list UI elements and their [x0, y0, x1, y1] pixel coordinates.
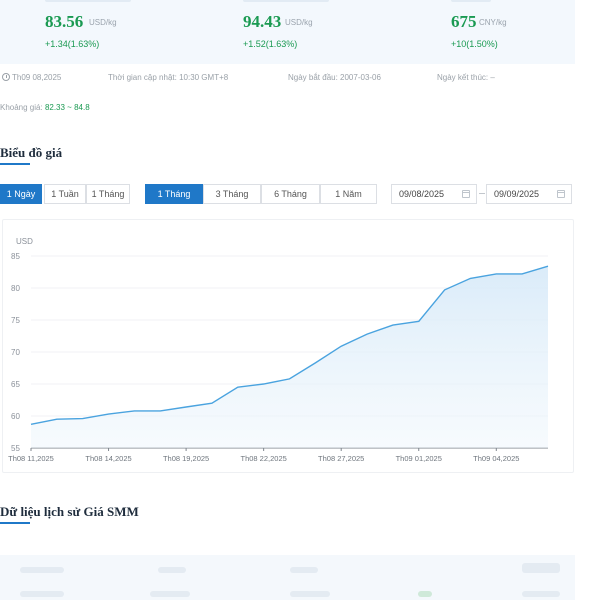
price-change: +1.34(1.63%): [45, 39, 100, 49]
section-underline: [0, 522, 30, 524]
price-change: +10(1.50%): [451, 39, 498, 49]
info-bar: Th09 08,2025 Thời gian cập nhật: 10:30 G…: [0, 73, 600, 85]
x-tick-label: Th09 04,2025: [473, 454, 519, 463]
price-card-1: 83.56 USD/kg +1.34(1.63%): [45, 0, 215, 64]
y-tick-label: 75: [11, 316, 20, 325]
chart-section-title: Biểu đồ giá: [0, 145, 63, 160]
clock-icon: [2, 73, 10, 81]
y-tick-label: 80: [11, 284, 20, 293]
price-card-2: 94.43 USD/kg +1.52(1.63%): [243, 0, 413, 64]
x-tick-label: Th08 22,2025: [241, 454, 287, 463]
y-axis-label: USD: [16, 237, 33, 246]
y-tick-label: 65: [11, 380, 20, 389]
date-to-value: 09/09/2025: [494, 189, 540, 199]
area-fill: [31, 266, 548, 448]
calendar-icon: [557, 190, 565, 198]
card-label-placeholder: [451, 0, 491, 2]
start-date: Ngày bắt đầu: 2007-03-06: [288, 73, 381, 82]
y-tick-label: 55: [11, 444, 20, 453]
period-button-week[interactable]: 1 Tuần: [44, 184, 86, 204]
end-date: Ngày kết thúc: –: [437, 73, 495, 82]
table-cell: [20, 591, 64, 597]
price-unit: CNY/kg: [479, 18, 507, 27]
price-range-value: 82.33 ~ 84.8: [44, 103, 90, 112]
y-tick-label: 70: [11, 348, 20, 357]
range-button-1-year[interactable]: 1 Năm: [320, 184, 377, 204]
price-range: Khoảng giá: 82.33 ~ 84.8: [0, 103, 90, 112]
period-button-day[interactable]: 1 Ngày: [0, 184, 42, 204]
price-value: 83.56: [45, 12, 84, 31]
range-button-3-months[interactable]: 3 Tháng: [203, 184, 261, 204]
x-tick-label: Th08 14,2025: [85, 454, 131, 463]
card-label-placeholder: [243, 0, 329, 2]
x-tick-label: Th08 19,2025: [163, 454, 209, 463]
range-button-6-months[interactable]: 6 Tháng: [261, 184, 320, 204]
table-header-cell: [20, 567, 64, 573]
price-range-label: Khoảng giá:: [0, 103, 43, 112]
price-card-3: 675 CNY/kg +10(1.50%): [451, 0, 571, 64]
history-table: [0, 555, 575, 600]
table-cell: [290, 591, 330, 597]
price-chart-panel: 55 60 65 70 75 80 85 USD Th08 11,2025 Th08 14,202…: [2, 219, 574, 473]
x-tick-label: Th08 11,2025: [8, 454, 54, 463]
price-unit: USD/kg: [89, 18, 117, 27]
table-header-cell: [158, 567, 186, 573]
table-cell: [418, 591, 432, 597]
x-tick-label: Th08 27,2025: [318, 454, 364, 463]
price-value: 675: [451, 12, 477, 31]
history-section-title: Dữ liệu lịch sử Giá SMM: [0, 504, 139, 519]
x-tick-label: Th09 01,2025: [396, 454, 442, 463]
table-cell: [150, 591, 190, 597]
price-cards: 83.56 USD/kg +1.34(1.63%) 94.43 USD/kg +…: [0, 0, 575, 64]
price-chart: 55 60 65 70 75 80 85 USD Th08 11,2025 Th08 14,202…: [8, 237, 549, 463]
update-time: Thời gian cập nhật: 10:30 GMT+8: [108, 73, 229, 82]
price-line: [30, 265, 549, 425]
price-value: 94.43: [243, 12, 282, 31]
date-separator: [479, 193, 485, 194]
table-header-cell: [290, 567, 318, 573]
price-unit: USD/kg: [285, 18, 313, 27]
table-header-cell: [522, 563, 560, 573]
section-underline: [0, 163, 30, 165]
y-tick-label: 85: [11, 252, 20, 261]
card-label-placeholder: [45, 0, 131, 2]
date-from-value: 09/08/2025: [399, 189, 445, 199]
current-date: Th09 08,2025: [2, 73, 61, 82]
period-button-month[interactable]: 1 Tháng: [86, 184, 130, 204]
range-button-1-month[interactable]: 1 Tháng: [145, 184, 203, 204]
y-tick-label: 60: [11, 412, 20, 421]
calendar-icon: [462, 190, 470, 198]
date-from-input[interactable]: 09/08/2025: [391, 184, 477, 204]
price-change: +1.52(1.63%): [243, 39, 298, 49]
date-to-input[interactable]: 09/09/2025: [486, 184, 572, 204]
table-cell: [522, 591, 560, 597]
